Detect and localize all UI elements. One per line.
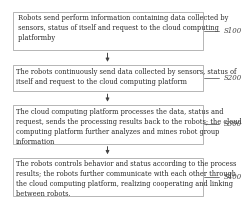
FancyBboxPatch shape [12, 158, 202, 196]
Text: The cloud computing platform processes the data, status and
request, sends the p: The cloud computing platform processes t… [16, 108, 242, 146]
FancyBboxPatch shape [12, 65, 202, 91]
FancyBboxPatch shape [12, 105, 202, 144]
Text: S400: S400 [224, 173, 242, 181]
Text: Robots send perform information containing data collected by
 sensors, status of: Robots send perform information containi… [16, 14, 228, 42]
Text: The robots controls behavior and status according to the process
results; the ro: The robots controls behavior and status … [16, 160, 236, 198]
Text: S200: S200 [224, 74, 242, 82]
FancyBboxPatch shape [12, 12, 202, 50]
Text: S100: S100 [224, 27, 242, 35]
Text: S300: S300 [224, 120, 242, 129]
Text: The robots continuously send data collected by sensors, status of
itself and req: The robots continuously send data collec… [16, 68, 236, 86]
